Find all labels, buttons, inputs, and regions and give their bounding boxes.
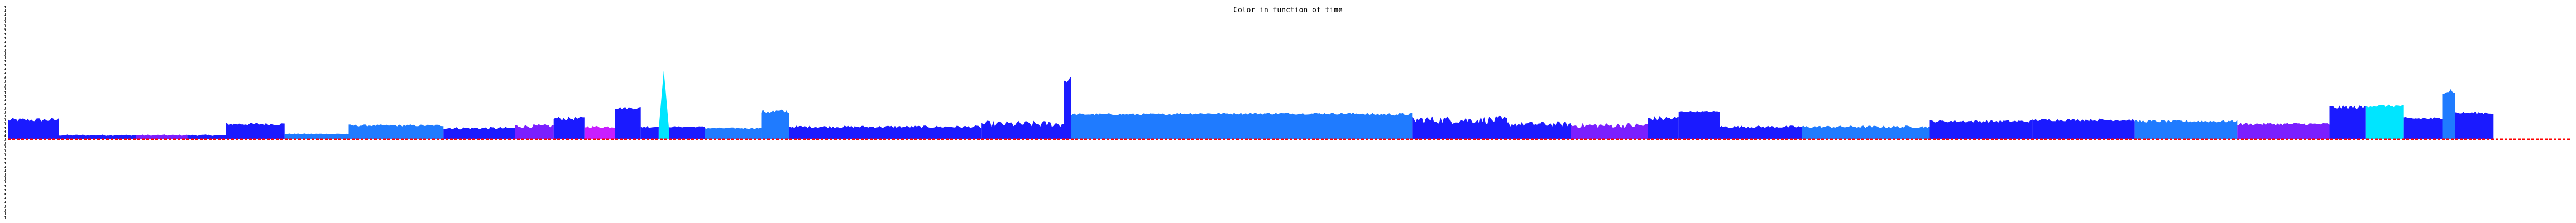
area-segment (1648, 116, 1679, 139)
area-segment (615, 106, 641, 139)
area-segment (705, 127, 762, 139)
area-segment (1571, 123, 1648, 139)
area-segment (2442, 89, 2455, 139)
y-ticks (4, 6, 6, 217)
area-segment (515, 124, 554, 139)
area-segment (187, 134, 226, 139)
area-segment (640, 126, 659, 139)
area-segment (584, 125, 615, 139)
area-segment (669, 126, 705, 139)
area-segment (789, 125, 982, 139)
area-segment (761, 109, 789, 139)
area-segment (1678, 110, 1720, 139)
area-segment (2403, 117, 2443, 139)
area-segment (59, 134, 136, 139)
area-segment (1071, 113, 1174, 139)
area-segment (2237, 123, 2330, 139)
area-segment (2365, 104, 2404, 139)
area-segment (1174, 113, 1366, 139)
area-segment (1720, 125, 1802, 139)
area-segment (1064, 77, 1071, 139)
series-bars (8, 71, 2494, 139)
chart-title: Color in function of time (1233, 6, 1343, 14)
area-segment (2455, 112, 2494, 139)
area-segment (2329, 105, 2366, 139)
area-segment (2134, 120, 2238, 139)
area-segment (2032, 118, 2135, 139)
area-segment (226, 123, 285, 139)
area-segment (981, 120, 1064, 139)
area-segment (136, 134, 188, 139)
area-segment (8, 118, 59, 139)
area-segment (284, 133, 349, 139)
area-segment (1507, 121, 1571, 139)
area-segment (553, 116, 585, 139)
area-segment (1412, 115, 1507, 139)
area-segment (1929, 120, 2033, 139)
area-segment (1366, 113, 1413, 139)
area-segment (348, 124, 444, 139)
area-segment (658, 71, 669, 139)
area-segment (443, 127, 515, 139)
area-segment (1802, 125, 1930, 139)
